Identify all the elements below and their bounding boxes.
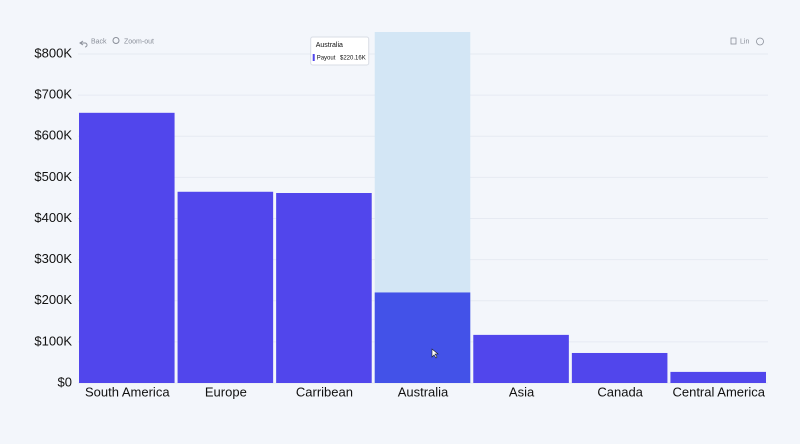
toolbar: Back Zoom-out Lin: [79, 37, 764, 48]
zoom-icon[interactable]: [112, 37, 120, 44]
bar: [276, 193, 372, 383]
tooltip-value: $220.16K: [340, 56, 366, 62]
tooltip-box: [310, 36, 370, 66]
back-button[interactable]: Back: [91, 38, 107, 45]
tooltip-title: Australia: [316, 42, 343, 49]
x-tick-label: Europe: [205, 384, 247, 399]
bar: [79, 112, 175, 383]
tooltip: Australia Payout $220.16K: [310, 36, 370, 66]
x-tick-label: Asia: [509, 384, 535, 399]
y-tick-label: $600K: [34, 128, 72, 143]
x-tick-label: Carribean: [296, 384, 353, 399]
bar: [177, 191, 274, 383]
y-tick-label: $300K: [34, 251, 72, 266]
bar: [374, 292, 471, 383]
cursor: [431, 348, 439, 359]
bar: [571, 352, 668, 383]
back-icon[interactable]: [79, 40, 88, 48]
bar: [473, 334, 569, 383]
y-tick-label: $200K: [34, 292, 72, 307]
y-tick-label: $100K: [34, 333, 72, 348]
tooltip-swatch: [312, 54, 315, 61]
y-tick-label: $500K: [34, 169, 72, 184]
zoom-out-button[interactable]: Zoom-out: [124, 38, 154, 45]
y-tick-label: $800K: [34, 45, 72, 60]
scale-toggle[interactable]: Lin: [740, 38, 749, 45]
x-tick-label: South America: [85, 384, 170, 399]
scale-icon[interactable]: [730, 37, 737, 45]
y-tick-label: $400K: [34, 210, 72, 225]
bar: [670, 371, 766, 383]
y-tick-label: $0: [58, 374, 72, 389]
x-tick-label: Australia: [398, 384, 449, 399]
info-icon[interactable]: [756, 37, 764, 46]
x-tick-label: Canada: [597, 384, 643, 399]
x-tick-label: Central America: [672, 384, 765, 399]
y-tick-label: $700K: [34, 87, 72, 102]
tooltip-series: Payout: [317, 56, 336, 62]
